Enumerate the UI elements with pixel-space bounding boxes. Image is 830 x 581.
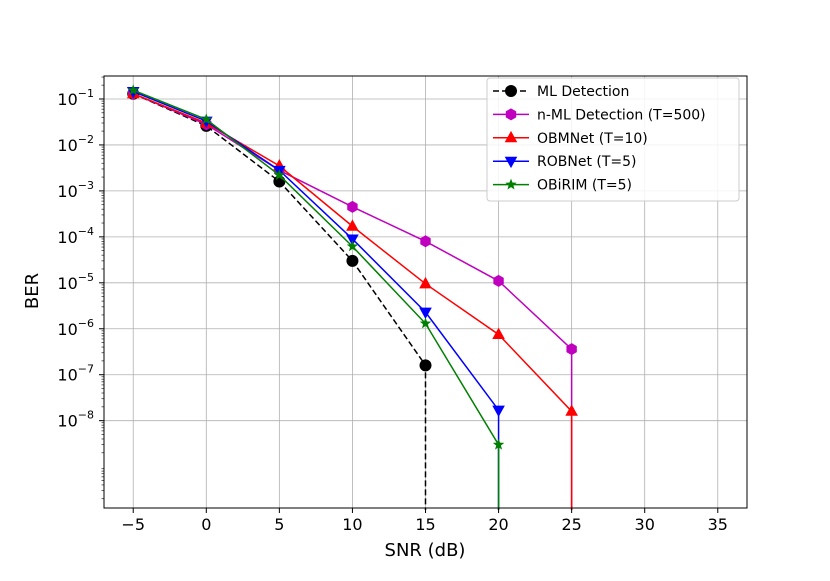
data-point [492, 327, 505, 340]
legend-box [486, 77, 740, 202]
data-point [127, 84, 139, 96]
x-tick-label: 15 [415, 515, 435, 534]
series-line [132, 93, 573, 510]
x-tick-label: 30 [635, 515, 655, 534]
series-layer [126, 84, 578, 510]
data-point [565, 404, 578, 416]
series-line [132, 93, 427, 510]
data-point [492, 438, 505, 450]
legend-label: OBMNet (T=10) [537, 131, 648, 147]
data-point [420, 235, 431, 248]
data-point [347, 200, 358, 213]
x-tick-label: 0 [201, 515, 211, 534]
x-tick-label: 25 [561, 515, 581, 534]
data-point [419, 359, 432, 372]
data-point [566, 343, 577, 356]
data-point [505, 85, 517, 97]
legend: ML Detection n-ML Detection (T=500) OBMNet… [486, 77, 740, 202]
x-axis-label: SNR (dB) [385, 540, 466, 561]
x-tick-label: 10 [342, 515, 362, 534]
data-point [346, 254, 359, 267]
legend-label: n-ML Detection (T=500) [537, 107, 706, 123]
data-point [493, 274, 504, 287]
data-point [419, 307, 432, 320]
data-point [346, 240, 359, 252]
y-tick-label: 10−8 [57, 409, 94, 431]
data-point [504, 156, 518, 169]
data-point [419, 317, 432, 329]
y-tick-label: 10−6 [57, 317, 94, 339]
legend-label: OBiRIM (T=5) [537, 178, 632, 194]
x-tick-label: 35 [708, 515, 728, 534]
y-tick-label: 10−7 [57, 363, 94, 385]
axis-ticks: −5 0 5 10 15 20 25 30 35 10−1 10−2 10−3 10−4 10−5 10−6… [57, 76, 728, 534]
data-point [419, 276, 432, 289]
data-point [273, 169, 286, 181]
data-point [505, 178, 517, 190]
x-tick-label: 5 [274, 515, 284, 534]
legend-label: ROBNet (T=5) [537, 154, 637, 170]
data-point [346, 234, 359, 246]
data-point [504, 130, 518, 143]
y-tick-label: 10−3 [57, 179, 94, 201]
data-point [505, 108, 517, 121]
y-tick-label: 10−2 [57, 133, 94, 155]
y-tick-label: 10−4 [57, 225, 94, 247]
y-tick-label: 10−5 [57, 271, 94, 293]
legend-label: ML Detection [537, 84, 629, 100]
data-point [346, 219, 359, 231]
data-point [492, 405, 505, 417]
x-tick-label: 20 [488, 515, 508, 534]
x-tick-label: −5 [121, 515, 145, 534]
y-tick-label: 10−1 [57, 87, 94, 109]
y-axis-label: BER [22, 273, 43, 309]
data-point [200, 113, 212, 125]
series-obirim-t-5 [127, 84, 505, 510]
